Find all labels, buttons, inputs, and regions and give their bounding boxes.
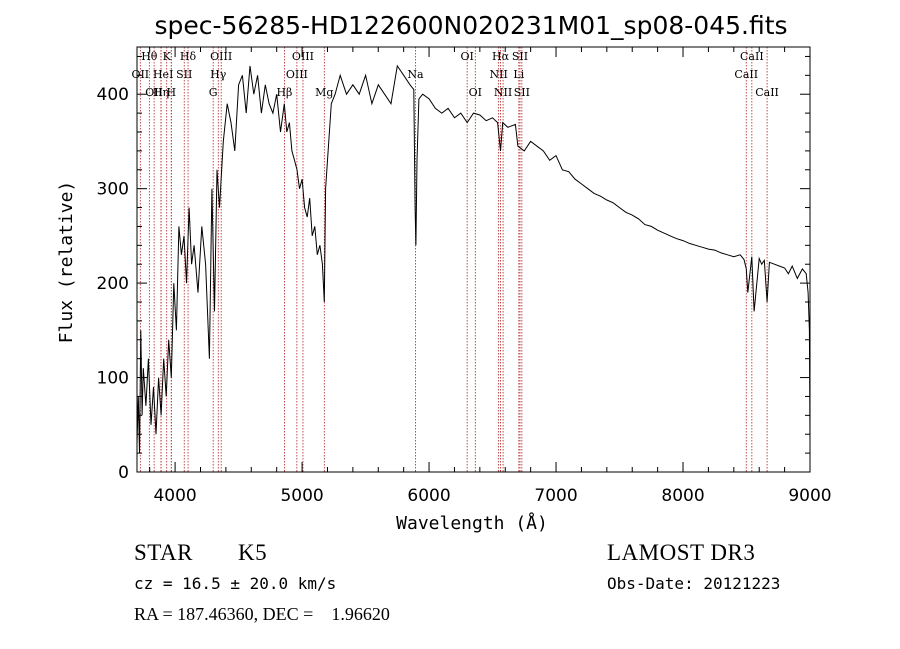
- spectral-line-label: SII: [512, 50, 528, 63]
- coordinates-readout: RA = 187.46360, DEC = 1.96620: [134, 604, 390, 624]
- spectral-line-label: Mg: [315, 86, 333, 99]
- x-tick-label: 5000: [280, 486, 323, 506]
- spectral-line-label: Na: [407, 68, 424, 81]
- x-axis-ticks: 4000 5000 6000 7000 8000 9000: [149, 47, 832, 506]
- spectral-subclass: K5: [238, 540, 268, 565]
- observation-date: Obs-Date: 20121223: [607, 574, 781, 593]
- spectral-line-label: Hα: [492, 50, 510, 63]
- spectral-line-label: G: [209, 86, 218, 99]
- x-tick-label: 6000: [407, 486, 450, 506]
- spectral-line-label: NII: [489, 68, 507, 81]
- y-tick-label: 400: [97, 85, 129, 105]
- redshift-readout: cz = 16.5 ± 20.0 km/s: [134, 574, 337, 593]
- spectral-line-label: OIII: [292, 50, 314, 63]
- spectral-line-label: Hθ: [141, 50, 158, 63]
- spectral-line-label: I: [169, 68, 173, 81]
- spectral-line-label: OI: [469, 86, 482, 99]
- plot-frame: [136, 46, 811, 473]
- spectral-line-label: K: [163, 50, 172, 63]
- spectral-line-label: Li: [513, 68, 524, 81]
- y-axis-ticks: 0 100 200 300 400: [97, 55, 810, 483]
- spectrum-series-line: [136, 64, 811, 454]
- y-tick-label: 200: [97, 274, 129, 294]
- spectral-line-label: Hγ: [210, 68, 227, 81]
- x-tick-label: 8000: [661, 486, 704, 506]
- spectral-line-label: OIII: [210, 50, 232, 63]
- survey-name: LAMOST DR3: [607, 540, 756, 565]
- spectral-line-label: OIII: [286, 68, 308, 81]
- spectral-line-label: CaII: [734, 68, 758, 81]
- spectral-line-label: OI: [460, 50, 473, 63]
- y-tick-label: 0: [118, 463, 129, 483]
- x-tick-label: 9000: [788, 486, 831, 506]
- y-axis-title: Flux (relative): [56, 181, 77, 344]
- spectral-line-label: NII: [494, 86, 512, 99]
- spectral-line-label: Hη: [153, 86, 169, 99]
- spectral-line-markers: [139, 47, 768, 472]
- spectral-line-label: OII: [145, 86, 163, 99]
- x-tick-label: 4000: [153, 486, 196, 506]
- chart-title: spec-56285-HD122600N020231M01_sp08-045.f…: [154, 11, 787, 40]
- x-tick-label: 7000: [534, 486, 577, 506]
- spectral-line-label: Hβ: [276, 86, 292, 99]
- spectral-line-label: CaII: [740, 50, 764, 63]
- x-axis-title: Wavelength (Å): [396, 512, 548, 534]
- spectral-line-label: SII: [176, 68, 192, 81]
- spectral-line-label: CaII: [755, 86, 779, 99]
- spectral-line-label: SII: [514, 86, 530, 99]
- object-type: STAR: [134, 540, 193, 565]
- y-tick-label: 300: [97, 180, 129, 200]
- y-tick-label: 100: [97, 369, 129, 389]
- spectral-line-label: Hδ: [180, 50, 197, 63]
- spectral-line-label: He: [153, 68, 169, 81]
- spectral-line-label: OII: [131, 68, 149, 81]
- spectral-line-label: H: [166, 86, 176, 99]
- spectral-line-labels: Hθ OII OII He Hη KIH Hδ SII G Hγ OIII Hβ OIII OIII Mg N…: [131, 50, 778, 99]
